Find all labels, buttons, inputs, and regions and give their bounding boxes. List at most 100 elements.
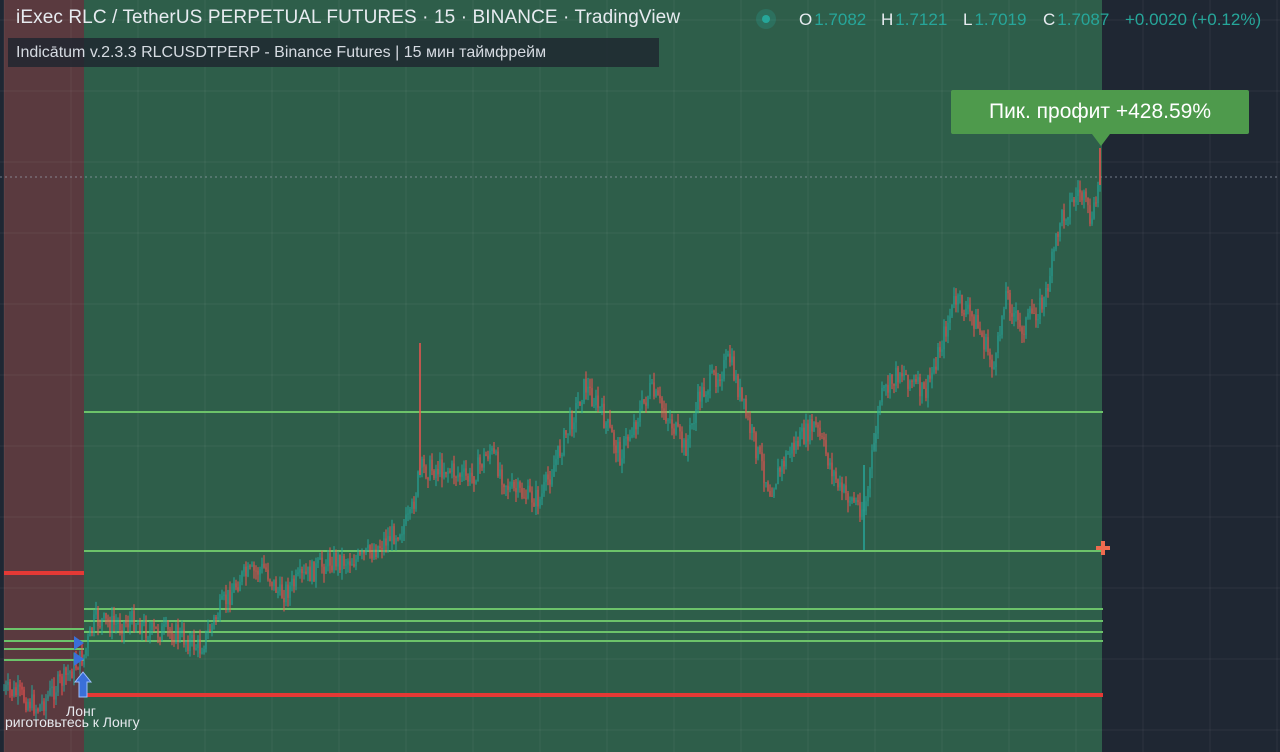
candle-body — [249, 565, 251, 567]
candle-body — [681, 431, 683, 448]
ohlc-high-key: H — [881, 10, 894, 29]
candle-body — [1007, 291, 1009, 293]
candle-body — [1075, 196, 1077, 203]
candle-body — [333, 552, 335, 571]
candle-body — [101, 618, 103, 627]
candle-body — [369, 545, 371, 553]
candle-body — [165, 622, 167, 625]
candle-body — [91, 627, 93, 633]
candle-body — [229, 589, 231, 605]
candle-body — [47, 695, 49, 699]
candle-body — [927, 375, 929, 398]
candle-body — [473, 476, 475, 484]
candle-body — [1009, 292, 1011, 314]
candle-body — [43, 701, 45, 711]
candle-body — [329, 553, 331, 566]
candle-body — [195, 648, 197, 650]
candle-body — [263, 563, 265, 568]
candle-body — [781, 460, 783, 472]
candle-body — [725, 356, 727, 361]
candle-body — [241, 571, 243, 582]
candle-body — [705, 394, 707, 397]
candle-body — [601, 403, 603, 408]
candle-body — [957, 295, 959, 305]
candle-body — [673, 428, 675, 434]
candle-body — [449, 471, 451, 473]
candle-body — [55, 692, 57, 700]
candle-body — [1029, 308, 1031, 314]
candle-body — [95, 609, 97, 615]
candle-body — [969, 304, 971, 312]
candle-body — [713, 370, 715, 373]
candle-body — [1091, 218, 1093, 224]
candle-body — [163, 624, 165, 627]
candle-body — [1001, 315, 1003, 335]
candle-body — [269, 579, 271, 583]
candle-body — [103, 613, 105, 619]
candle-body — [991, 359, 993, 369]
candle-body — [89, 627, 91, 637]
candle-body — [1067, 217, 1069, 220]
market-status-icon[interactable] — [756, 9, 776, 29]
candle-body — [483, 454, 485, 468]
candle-body — [503, 484, 505, 488]
ohlc-open-key: O — [799, 10, 813, 29]
candle-body — [607, 419, 609, 423]
candle-body — [629, 436, 631, 441]
candle-body — [493, 448, 495, 453]
candle-body — [211, 624, 213, 632]
candle-body — [635, 422, 637, 430]
candle-body — [99, 626, 101, 628]
candle-body — [769, 490, 771, 496]
candle-body — [971, 311, 973, 317]
candle-body — [309, 566, 311, 582]
indicator-legend[interactable]: Indicātum v.2.3.3 RLCUSDTPERP - Binance … — [8, 38, 659, 67]
candle-body — [371, 552, 373, 559]
candle-body — [157, 628, 159, 638]
candle-body — [797, 440, 799, 447]
candle-body — [387, 536, 389, 546]
candle-body — [881, 387, 883, 403]
candle-body — [707, 391, 709, 395]
candle-body — [177, 624, 179, 640]
candle-body — [431, 459, 433, 471]
candle-body — [59, 674, 61, 677]
candle-body — [897, 367, 899, 383]
candle-body — [115, 623, 117, 625]
candle-body — [71, 671, 73, 679]
candle-body — [139, 623, 141, 635]
candle-body — [787, 453, 789, 455]
candle-body — [257, 570, 259, 575]
candle-body — [485, 454, 487, 456]
candle-body — [365, 548, 367, 554]
candle-body — [729, 353, 731, 363]
candle-body — [51, 686, 53, 689]
candle-body — [531, 491, 533, 503]
candle-body — [343, 555, 345, 566]
candle-body — [221, 595, 223, 600]
candle-body — [925, 388, 927, 398]
candle-body — [743, 398, 745, 400]
candle-body — [973, 316, 975, 329]
candle-body — [791, 442, 793, 454]
candle-body — [701, 387, 703, 402]
candle-body — [87, 636, 89, 649]
candle-body — [501, 469, 503, 485]
candle-body — [61, 676, 63, 686]
crosshair-plus-icon[interactable] — [1096, 541, 1110, 555]
candle-body — [977, 315, 979, 329]
candle-body — [509, 486, 511, 490]
candle-body — [675, 422, 677, 434]
candle-body — [125, 621, 127, 624]
candle-body — [199, 638, 201, 654]
candle-body — [299, 569, 301, 573]
candle-body — [809, 419, 811, 442]
long-arrow-icon[interactable] — [73, 671, 93, 698]
candle-body — [913, 379, 915, 382]
candle-body — [1015, 311, 1017, 314]
candle-body — [277, 591, 279, 593]
candle-body — [737, 375, 739, 398]
